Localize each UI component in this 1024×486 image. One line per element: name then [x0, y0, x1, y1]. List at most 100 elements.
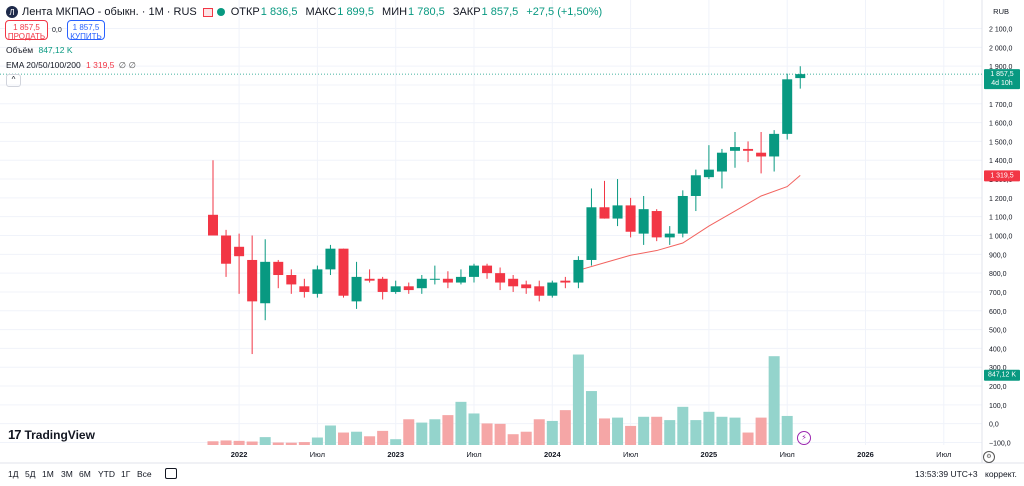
price-tick-label: 0,0 — [989, 422, 999, 429]
candle-body[interactable] — [455, 276, 466, 283]
candle-body[interactable] — [573, 259, 584, 283]
tradingview-logo[interactable]: 17 TradingView — [8, 427, 95, 442]
candle-body[interactable] — [743, 148, 754, 151]
candle-body[interactable] — [599, 207, 610, 219]
candle-body[interactable] — [690, 175, 701, 196]
range-3m[interactable]: 3М — [61, 469, 73, 479]
axis-settings-icon[interactable]: ⚙ — [983, 451, 995, 463]
time-tick-label: Июл — [936, 450, 951, 459]
candle-body[interactable] — [390, 286, 401, 292]
volume-bar — [272, 442, 284, 445]
candle-body[interactable] — [730, 147, 740, 151]
volume-bar — [638, 416, 650, 445]
candle-body[interactable] — [586, 207, 597, 260]
ohlc-low-value: 1 780,5 — [408, 6, 445, 18]
sell-button[interactable]: 1 857,5 ПРОДАТЬ — [5, 20, 48, 41]
volume-bar — [233, 440, 245, 445]
candle-body[interactable] — [638, 209, 649, 234]
candle-body[interactable] — [769, 133, 780, 157]
market-status-icon — [216, 8, 225, 16]
buy-price: 1 857,5 — [72, 23, 100, 32]
ema-hidden-icons[interactable]: ∅ ∅ — [118, 60, 136, 70]
candle-body[interactable] — [403, 286, 414, 291]
candle-body[interactable] — [495, 273, 506, 283]
candle-body[interactable] — [364, 278, 375, 281]
candle-body[interactable] — [482, 265, 493, 274]
candle-body[interactable] — [351, 276, 362, 302]
volume-bar — [390, 439, 402, 445]
price-tick-label: 1 900,0 — [989, 64, 1012, 71]
candle-body[interactable] — [795, 74, 806, 79]
candle-body[interactable] — [469, 265, 479, 277]
calendar-icon[interactable] — [165, 468, 177, 479]
candle-body[interactable] — [338, 248, 349, 296]
candle-body[interactable] — [560, 280, 571, 283]
volume-bar — [364, 436, 376, 445]
candle-body[interactable] — [312, 269, 323, 294]
symbol-title[interactable]: Лента МКПАО - обыкн. · 1M · RUS — [22, 6, 197, 18]
price-tick-label: 900,0 — [989, 252, 1007, 259]
candle-body[interactable] — [247, 259, 258, 302]
candle-body[interactable] — [677, 195, 688, 234]
candle-body[interactable] — [208, 214, 218, 236]
candle-body[interactable] — [234, 246, 245, 257]
candle-body[interactable] — [429, 278, 440, 280]
volume-bar — [351, 431, 363, 445]
candle-body[interactable] — [221, 235, 232, 264]
ema-legend[interactable]: EMA 20/50/100/200 1 319,5 ∅ ∅ — [6, 60, 136, 71]
ohlc-change-value: +27,5 (+1,50%) — [526, 6, 603, 18]
candle-body[interactable] — [260, 261, 271, 304]
range-ytd[interactable]: YTD — [98, 469, 115, 479]
adjust-toggle[interactable]: коррект. — [985, 469, 1017, 479]
time-tick-label: Июл — [780, 450, 795, 459]
volume-axis-label-text: 847,12 K — [988, 372, 1016, 379]
candle-body[interactable] — [286, 275, 297, 285]
candle-body[interactable] — [625, 205, 636, 232]
collapse-legend-icon[interactable]: ^ — [6, 74, 21, 87]
ohlc-values: ОТКР1 836,5 МАКС1 899,5 МИН1 780,5 ЗАКР1… — [231, 6, 607, 18]
candle-body[interactable] — [756, 152, 767, 157]
candle-body[interactable] — [325, 248, 336, 270]
candle-body[interactable] — [782, 79, 793, 134]
buy-button[interactable]: 1 857,5 КУПИТЬ — [67, 20, 105, 41]
range-5d[interactable]: 5Д — [25, 469, 36, 479]
candle-body[interactable] — [534, 286, 545, 296]
candle-body[interactable] — [547, 282, 558, 296]
time-tick-label: 2023 — [387, 450, 404, 459]
time-tick-label: 2025 — [701, 450, 718, 459]
range-1m[interactable]: 1М — [42, 469, 54, 479]
candle-body[interactable] — [273, 261, 284, 276]
volume-bar — [664, 420, 676, 445]
ema-label: EMA 20/50/100/200 — [6, 60, 81, 70]
candle-body[interactable] — [612, 205, 623, 219]
candle-body[interactable] — [716, 152, 727, 172]
ema-line — [578, 174, 801, 271]
candle-body[interactable] — [377, 278, 388, 292]
candle-body[interactable] — [664, 233, 675, 238]
lightning-icon[interactable]: ⚡ — [797, 431, 811, 445]
candle-body[interactable] — [703, 169, 714, 178]
time-tick-label: Июл — [310, 450, 325, 459]
volume-legend[interactable]: Объём 847,12 K — [6, 45, 73, 55]
flag-icon[interactable] — [202, 7, 213, 17]
volume-bar — [259, 437, 271, 445]
currency-label[interactable]: RUB — [993, 7, 1009, 16]
candle-body[interactable] — [508, 278, 519, 287]
volume-bar — [442, 415, 454, 445]
range-all[interactable]: Все — [137, 469, 152, 479]
range-1y[interactable]: 1Г — [121, 469, 131, 479]
candle-body[interactable] — [521, 284, 532, 289]
volume-bar — [220, 440, 232, 445]
price-tick-label: 600,0 — [989, 309, 1007, 316]
volume-bar — [768, 356, 780, 445]
candle-body[interactable] — [299, 286, 310, 292]
range-6m[interactable]: 6М — [79, 469, 91, 479]
range-1d[interactable]: 1Д — [8, 469, 19, 479]
clock-time[interactable]: 13:53:39 UTC+3 — [915, 469, 978, 479]
candle-body[interactable] — [442, 278, 453, 283]
volume-bar — [324, 425, 336, 445]
last-price-label-text: 1 857,5 — [990, 71, 1013, 78]
candle-body[interactable] — [416, 278, 427, 289]
candle-body[interactable] — [651, 211, 662, 238]
